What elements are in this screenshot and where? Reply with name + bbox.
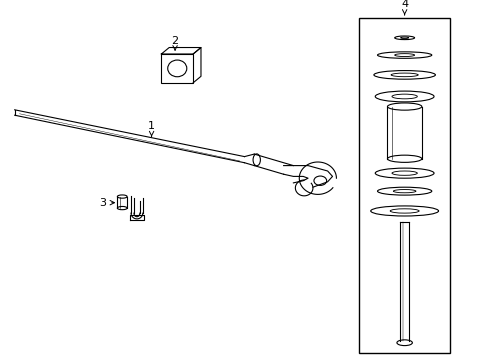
Text: 2: 2 bbox=[171, 36, 178, 50]
Text: 1: 1 bbox=[148, 121, 155, 136]
Text: 4: 4 bbox=[400, 0, 407, 15]
Bar bbox=[359, 18, 449, 353]
Bar bbox=[161, 54, 193, 83]
Text: 3: 3 bbox=[99, 198, 114, 208]
